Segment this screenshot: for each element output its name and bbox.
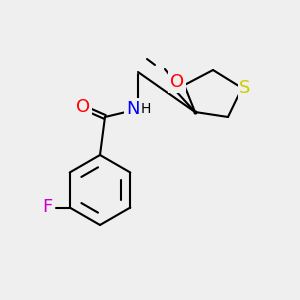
Text: S: S <box>239 79 251 97</box>
Text: O: O <box>170 73 184 91</box>
Text: N: N <box>126 100 140 118</box>
Text: H: H <box>141 102 151 116</box>
Text: F: F <box>43 199 53 217</box>
Text: O: O <box>76 98 90 116</box>
